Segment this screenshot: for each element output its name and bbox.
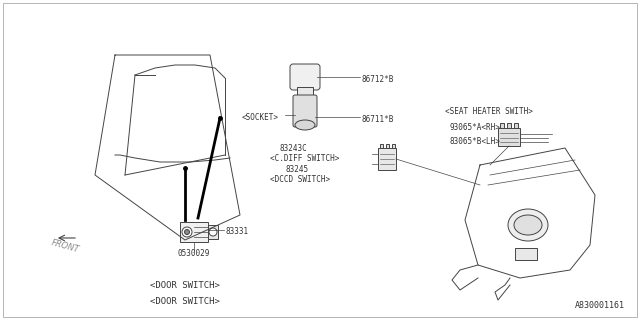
Ellipse shape [508,209,548,241]
Bar [392,144,395,148]
Text: <C.DIFF SWITCH>: <C.DIFF SWITCH> [270,154,339,163]
Text: <DCCD SWITCH>: <DCCD SWITCH> [270,175,330,184]
Bar [380,144,383,148]
Text: 86712*B: 86712*B [362,75,394,84]
Bar [378,148,396,170]
Text: 83243C: 83243C [280,144,308,153]
Text: 0530029: 0530029 [178,249,210,258]
Bar [386,144,389,148]
Text: FRONT: FRONT [50,238,80,254]
Text: 83245: 83245 [285,165,308,174]
Text: 86711*B: 86711*B [362,115,394,124]
Bar [297,87,313,97]
Text: <SOCKET>: <SOCKET> [241,113,278,122]
Bar [498,128,520,146]
Text: <DOOR SWITCH>: <DOOR SWITCH> [150,297,220,306]
Bar [500,123,504,128]
Bar [507,123,511,128]
Text: <DOOR SWITCH>: <DOOR SWITCH> [150,281,220,290]
FancyBboxPatch shape [290,64,320,90]
Circle shape [184,229,189,235]
Text: 83065*B<LH>: 83065*B<LH> [450,137,501,146]
FancyBboxPatch shape [293,95,317,127]
Text: A830001161: A830001161 [575,301,625,310]
Bar [208,225,218,239]
Text: 93065*A<RH>: 93065*A<RH> [450,123,501,132]
Bar [515,248,537,260]
Bar [514,123,518,128]
Text: 83331: 83331 [226,228,249,236]
Circle shape [209,228,217,236]
Ellipse shape [514,215,542,235]
Ellipse shape [295,120,315,130]
Bar [180,222,208,242]
Text: <SEAT HEATER SWITH>: <SEAT HEATER SWITH> [445,107,533,116]
Circle shape [182,227,192,237]
